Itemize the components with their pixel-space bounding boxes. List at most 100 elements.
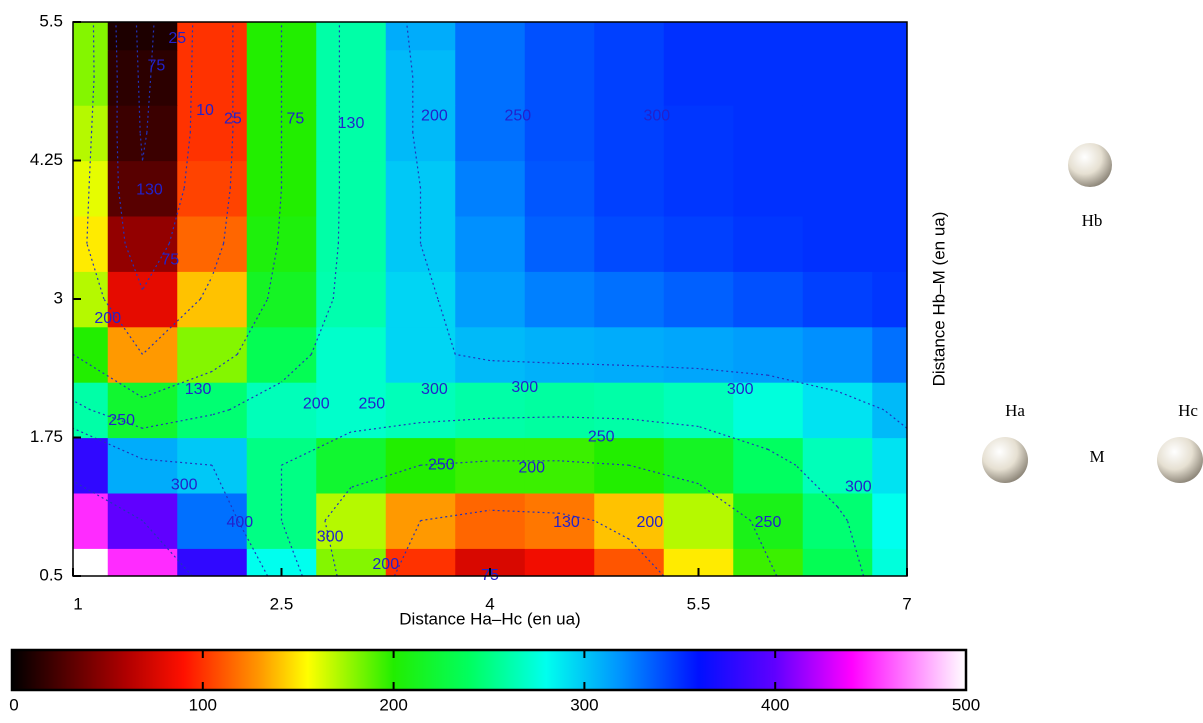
- heat-cell: [594, 326, 665, 383]
- heat-cell: [73, 49, 109, 106]
- heat-cell: [802, 382, 873, 439]
- contour-label: 400: [226, 514, 253, 531]
- contour-label: 200: [518, 460, 545, 477]
- heat-cell: [663, 437, 734, 494]
- heat-cell: [802, 492, 873, 549]
- contour-label: 130: [338, 115, 365, 132]
- heat-cell: [733, 105, 804, 162]
- atom-label: Hb: [1082, 211, 1103, 230]
- heat-cell: [524, 49, 595, 106]
- heat-cell: [594, 49, 665, 106]
- heat-cell: [524, 437, 595, 494]
- heat-cell: [455, 271, 526, 328]
- colorbar-tick-label: 500: [952, 695, 980, 714]
- heat-cell: [733, 271, 804, 328]
- heat-cell: [316, 437, 387, 494]
- contour-label: 250: [108, 412, 135, 429]
- atom-sphere: [1157, 437, 1203, 483]
- heat-cell: [872, 215, 907, 272]
- heat-cell: [107, 382, 178, 439]
- heat-cell: [177, 271, 248, 328]
- heat-cell: [316, 326, 387, 383]
- heat-cell: [872, 437, 907, 494]
- heat-cell: [524, 22, 595, 51]
- heat-cell: [524, 160, 595, 217]
- heat-cell: [524, 105, 595, 162]
- contour-line: [73, 22, 778, 576]
- heat-cell: [177, 548, 248, 576]
- heat-cell: [594, 105, 665, 162]
- heat-cell: [594, 271, 665, 328]
- contour-line: [86, 22, 665, 576]
- contour-label: 250: [428, 456, 455, 473]
- x-tick-label: 4: [485, 594, 494, 613]
- heat-cell: [872, 548, 907, 576]
- y-tick-label: 4.25: [30, 150, 63, 169]
- heat-cell: [663, 215, 734, 272]
- heat-cell: [524, 326, 595, 383]
- colorbar-tick-label: 400: [761, 695, 789, 714]
- heat-cell: [107, 22, 178, 51]
- heat-cell: [455, 105, 526, 162]
- heatmap: [73, 22, 907, 576]
- heat-cell: [872, 22, 907, 51]
- contour-label: 75: [287, 111, 305, 128]
- contour-label: 200: [636, 514, 663, 531]
- atom-label: M: [1089, 447, 1104, 466]
- heat-cell: [594, 22, 665, 51]
- atom-sphere: [1068, 143, 1112, 187]
- heat-cell: [316, 22, 387, 51]
- contour-label: 75: [161, 251, 179, 268]
- heat-cell: [455, 22, 526, 51]
- heat-cell: [73, 215, 109, 272]
- heat-cell: [663, 49, 734, 106]
- heat-cell: [733, 548, 804, 576]
- heat-cell: [73, 22, 109, 51]
- contour-label: 250: [504, 107, 531, 124]
- heat-cell: [663, 492, 734, 549]
- contour-label: 250: [358, 395, 385, 412]
- heat-cell: [177, 326, 248, 383]
- contour-label: 200: [421, 107, 448, 124]
- heat-cell: [663, 382, 734, 439]
- heat-cell: [594, 382, 665, 439]
- colorbar-tick-label: 0: [9, 695, 18, 714]
- heat-cell: [246, 326, 317, 383]
- y-tick-label: 5.5: [39, 11, 63, 30]
- heat-cell: [73, 548, 109, 576]
- contour-label: 25: [168, 30, 186, 47]
- x-tick-label: 5.5: [687, 594, 711, 613]
- contours: [73, 22, 907, 576]
- heat-cell: [177, 215, 248, 272]
- heat-cell: [177, 382, 248, 439]
- colorbar-tick-label: 100: [189, 695, 217, 714]
- heat-cell: [107, 49, 178, 106]
- heat-cell: [177, 49, 248, 106]
- heat-cell: [524, 382, 595, 439]
- heat-cell: [73, 437, 109, 494]
- x-axis-label: Distance Ha–Hc (en ua): [399, 609, 580, 628]
- heat-cell: [594, 215, 665, 272]
- heat-cell: [733, 215, 804, 272]
- heat-cell: [802, 326, 873, 383]
- heat-cell: [524, 492, 595, 549]
- heat-cell: [802, 22, 873, 51]
- heat-cell: [177, 160, 248, 217]
- heat-cell: [594, 548, 665, 576]
- heat-cell: [177, 105, 248, 162]
- heat-cell: [107, 492, 178, 549]
- heat-cell: [385, 271, 456, 328]
- heat-cell: [733, 492, 804, 549]
- heat-cell: [316, 160, 387, 217]
- contour-label: 130: [553, 514, 580, 531]
- x-tick-label: 1: [73, 594, 82, 613]
- y-axis-label: Distance Hb–M (en ua): [929, 212, 948, 387]
- heat-cell: [802, 437, 873, 494]
- heat-cell: [73, 492, 109, 549]
- heat-cell: [107, 215, 178, 272]
- heat-cell: [524, 271, 595, 328]
- heat-cell: [316, 492, 387, 549]
- heat-cell: [107, 437, 178, 494]
